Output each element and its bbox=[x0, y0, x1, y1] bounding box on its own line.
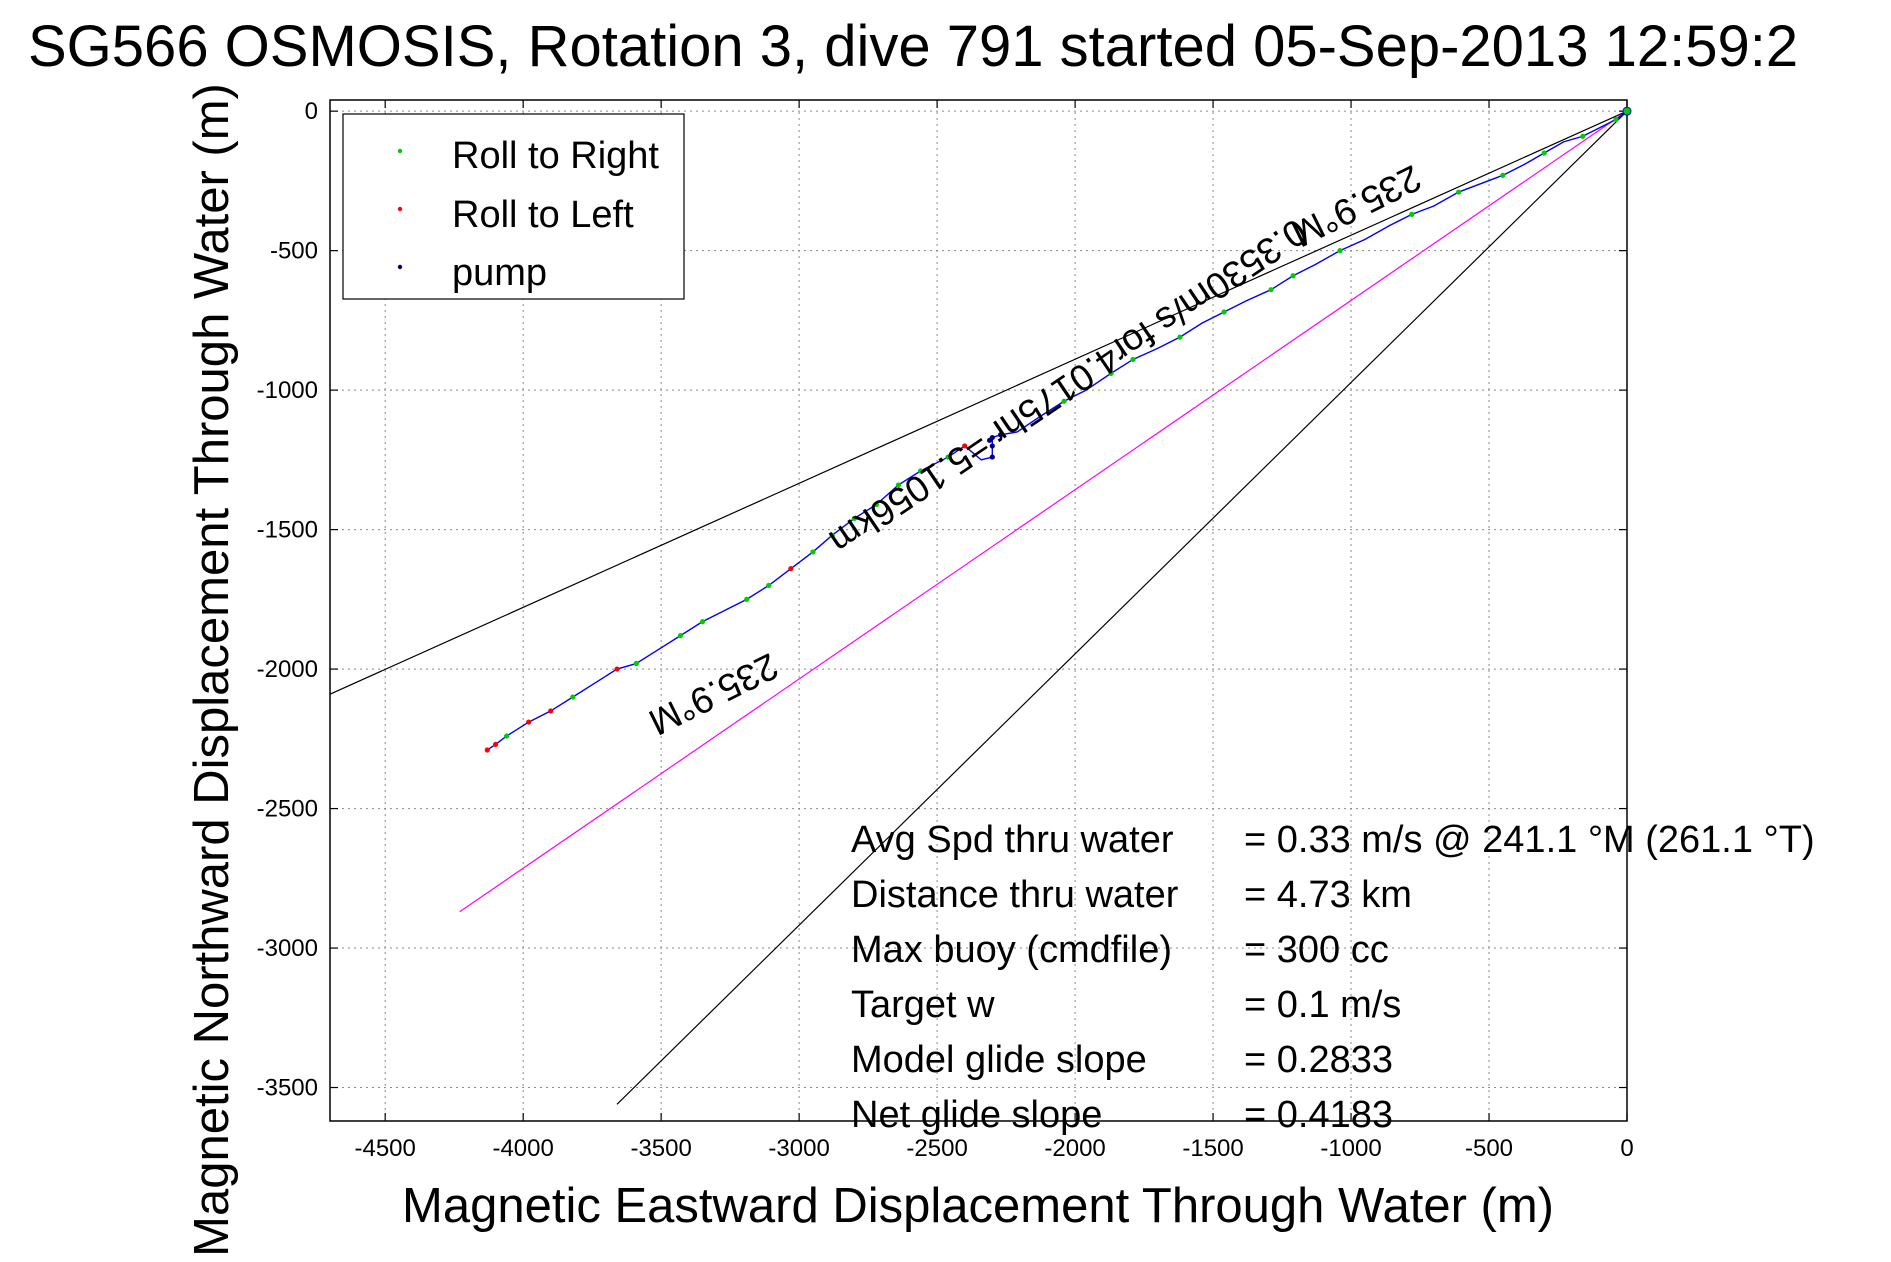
roll-right-point bbox=[1500, 172, 1506, 178]
legend-label-roll-left: Roll to Left bbox=[452, 194, 634, 236]
roll-right-point bbox=[1290, 273, 1296, 279]
roll-right-point bbox=[744, 596, 750, 602]
roll-right-point bbox=[851, 515, 857, 522]
chart-title: SG566 OSMOSIS, Rotation 3, dive 791 star… bbox=[28, 14, 1798, 79]
stat-label-target-w: Target w bbox=[851, 984, 995, 1026]
y-tick-label: -2500 bbox=[257, 796, 318, 823]
roll-right-point bbox=[1061, 398, 1067, 404]
x-tick-label: -500 bbox=[1465, 1135, 1513, 1162]
stat-label-net-glide: Net glide slope bbox=[851, 1094, 1102, 1136]
axis-ticks: -4500 -4000 -3500 -3000 -2500 -2000 -1500 -1000… bbox=[257, 98, 1634, 1162]
stat-value-avg-speed: = 0.33 m/s @ 241.1 °M (261.1 °T) bbox=[1244, 819, 1815, 861]
pump-point bbox=[986, 437, 993, 443]
pump-point bbox=[997, 432, 1004, 438]
x-tick-label: -1000 bbox=[1320, 1135, 1381, 1162]
roll-right-point bbox=[1456, 189, 1462, 195]
roll-right-point bbox=[1177, 334, 1183, 340]
y-axis-title: Magnetic Northward Displacement Through … bbox=[185, 83, 239, 1257]
grid bbox=[330, 100, 1627, 1121]
legend-marker-roll-right bbox=[397, 148, 403, 154]
stat-label-model-glide: Model glide slope bbox=[851, 1039, 1147, 1081]
roll-left-point bbox=[526, 719, 532, 725]
stat-value-net-glide: = 0.4183 bbox=[1244, 1094, 1393, 1136]
y-tick-label: -500 bbox=[270, 238, 318, 265]
y-tick-label: -3000 bbox=[257, 935, 318, 962]
y-tick-label: -1500 bbox=[257, 517, 318, 544]
roll-right-point bbox=[1580, 133, 1586, 139]
x-axis-title: Magnetic Eastward Displacement Through W… bbox=[402, 1179, 1554, 1233]
roll-right-point bbox=[766, 582, 772, 588]
roll-right-point bbox=[633, 660, 639, 667]
roll-left-point bbox=[484, 747, 490, 753]
y-tick-label: 0 bbox=[305, 98, 318, 125]
stat-value-model-glide: = 0.2833 bbox=[1244, 1039, 1393, 1081]
roll-left-point bbox=[614, 666, 620, 672]
x-tick-label: -2000 bbox=[1044, 1135, 1105, 1162]
y-tick-label: -1000 bbox=[257, 377, 318, 404]
roll-left-point bbox=[788, 566, 794, 572]
roll-left-point bbox=[962, 443, 968, 449]
reference-line-0 bbox=[330, 110, 1627, 695]
roll-right-point bbox=[1130, 356, 1136, 363]
roll-right-point bbox=[1541, 150, 1547, 156]
roll-right-point bbox=[1221, 309, 1227, 315]
x-tick-label: -4500 bbox=[354, 1135, 415, 1162]
roll-right-point bbox=[873, 501, 879, 508]
roll-right-point bbox=[699, 619, 706, 625]
legend-marker-roll-left bbox=[397, 206, 403, 212]
x-tick-label: -4000 bbox=[492, 1135, 553, 1162]
legend-marker-pump bbox=[397, 264, 403, 270]
roll-right-point bbox=[1409, 211, 1415, 217]
roll-right-point bbox=[1268, 287, 1274, 293]
roll-right-point bbox=[1613, 116, 1619, 123]
dive-stats: Avg Spd thru water = 0.33 m/s @ 241.1 °M… bbox=[851, 819, 1815, 1136]
stat-value-target-w: = 0.1 m/s bbox=[1244, 984, 1401, 1026]
y-tick-label: -2000 bbox=[257, 656, 318, 683]
track-line bbox=[486, 110, 1628, 751]
roll-right-point bbox=[570, 694, 576, 700]
reference-line-2 bbox=[459, 110, 1627, 913]
y-tick-label: -3500 bbox=[257, 1075, 318, 1102]
x-tick-label: -2500 bbox=[906, 1135, 967, 1162]
x-tick-label: -3500 bbox=[630, 1135, 691, 1162]
legend-label-pump: pump bbox=[452, 252, 547, 294]
roll-right-point bbox=[677, 633, 684, 639]
roll-right-point bbox=[810, 549, 816, 555]
x-tick-label: -3000 bbox=[768, 1135, 829, 1162]
x-tick-label: -1500 bbox=[1182, 1135, 1243, 1162]
pump-point bbox=[989, 443, 995, 449]
stat-label-distance: Distance thru water bbox=[851, 874, 1179, 916]
pump-point bbox=[989, 454, 995, 460]
glider-track bbox=[486, 110, 1628, 751]
x-tick-label: 0 bbox=[1620, 1135, 1633, 1162]
stat-value-distance: = 4.73 km bbox=[1244, 874, 1412, 916]
roll-right-point bbox=[1108, 370, 1114, 376]
roll-right-point bbox=[917, 468, 924, 474]
roll-markers bbox=[484, 106, 1632, 753]
reference-line-1 bbox=[616, 110, 1627, 1105]
stat-value-max-buoy: = 300 cc bbox=[1244, 929, 1389, 971]
roll-left-point bbox=[548, 708, 554, 714]
legend-label-roll-right: Roll to Right bbox=[452, 135, 659, 177]
legend: Roll to Right Roll to Left pump bbox=[342, 113, 685, 300]
roll-left-point bbox=[492, 741, 499, 748]
roll-right-point bbox=[895, 482, 902, 488]
origin-point bbox=[1622, 106, 1632, 116]
roll-right-point bbox=[945, 454, 951, 460]
stat-label-avg-speed: Avg Spd thru water bbox=[851, 819, 1174, 861]
roll-right-point bbox=[829, 532, 835, 538]
stat-label-max-buoy: Max buoy (cmdfile) bbox=[851, 929, 1172, 971]
roll-right-point bbox=[1337, 248, 1343, 254]
roll-right-point bbox=[504, 733, 510, 739]
reference-lines bbox=[330, 110, 1627, 1105]
